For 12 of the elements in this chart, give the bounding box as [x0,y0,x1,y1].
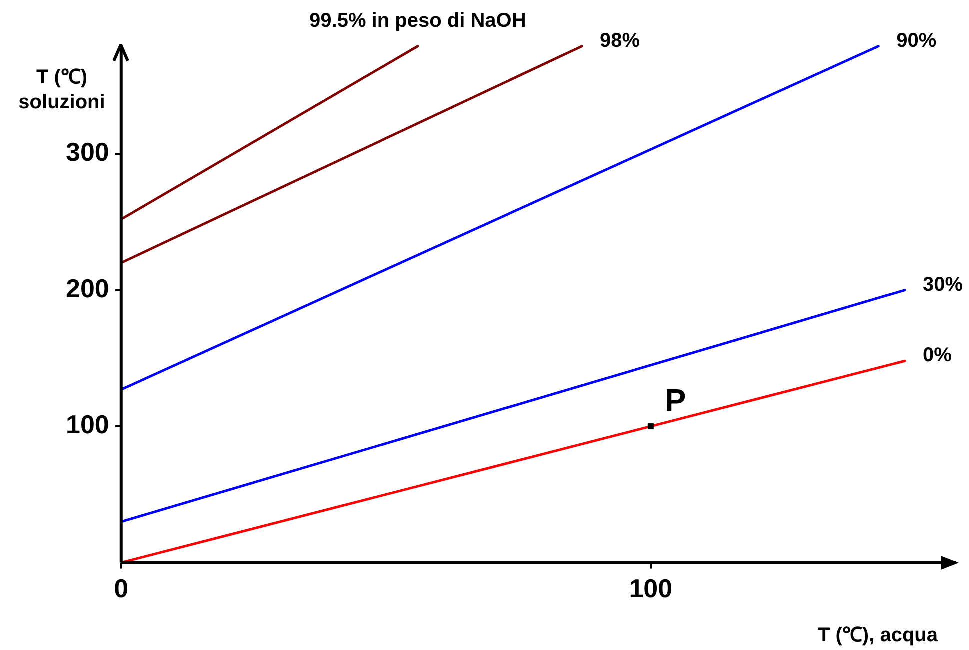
x-tick-label: 0 [114,574,129,604]
series-label: 30% [923,274,964,296]
series-label: 98% [600,30,640,52]
annotation: P [664,382,686,418]
y-tick-label: 200 [66,273,110,304]
y-axis-title: T (℃) soluzioni [18,66,106,114]
y-tick-label: 100 [66,410,110,440]
y-tick-label: 300 [66,137,110,168]
series-label: 90% [896,30,937,52]
series-label: 0% [923,344,952,367]
series-label: 99.5% in peso di NaOH [310,10,526,32]
x-axis-title: T (℃), acqua [818,624,939,647]
